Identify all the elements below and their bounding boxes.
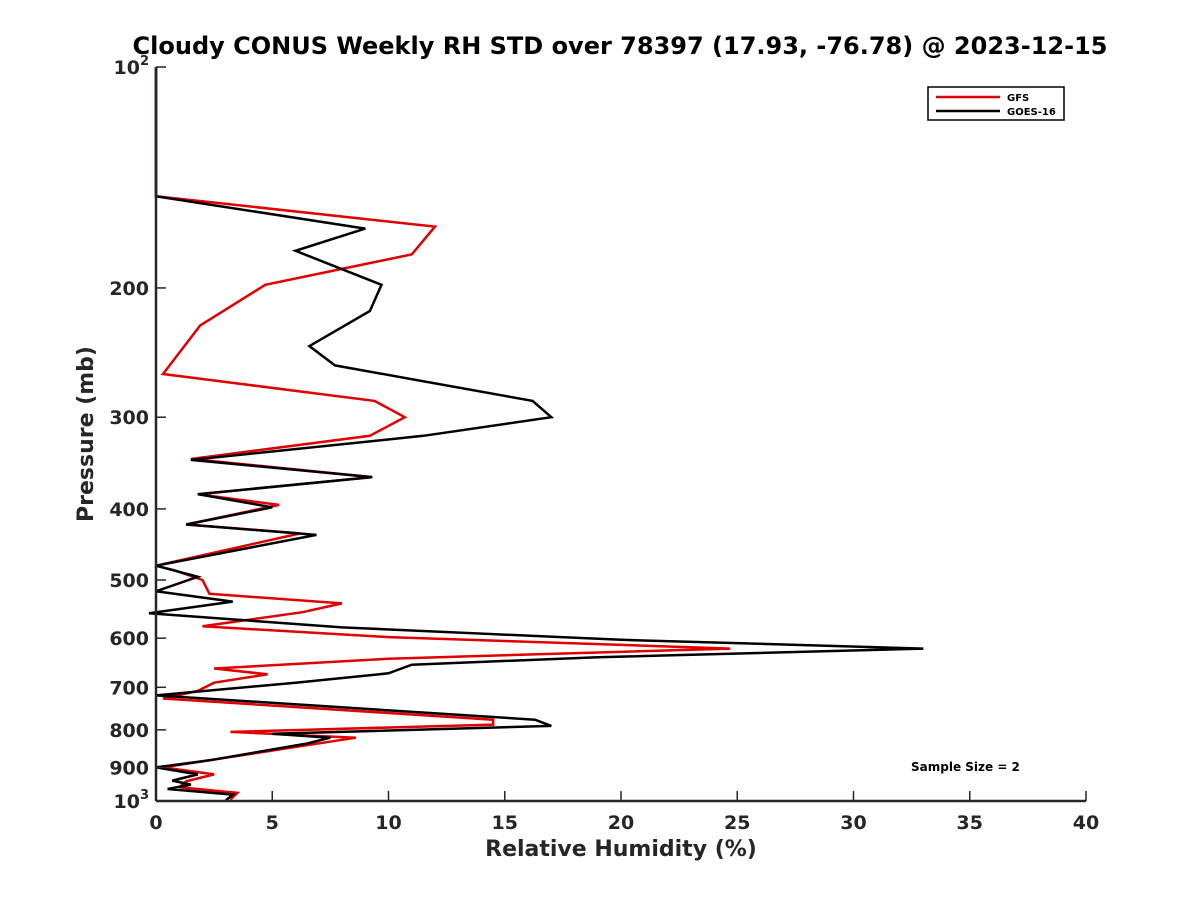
x-tick-label: 20 [608,812,634,834]
y-tick-label: 102 [114,54,150,79]
series-layer [148,67,924,802]
legend-label-gfs: GFS [1007,93,1029,104]
y-tick-label: 400 [109,499,149,521]
x-tick-label: 25 [724,812,750,834]
y-tick-label: 800 [109,720,149,742]
legend-box [927,86,1065,121]
y-tick-label: 900 [109,757,149,779]
x-tick-label: 30 [840,812,866,834]
x-tick-label: 0 [149,812,162,834]
x-tick-label: 40 [1073,812,1099,834]
x-tick-label: 10 [375,812,401,834]
x-axis-label: Relative Humidity (%) [485,837,757,862]
y-axis-label: Pressure (mb) [74,346,99,522]
chart-title: Cloudy CONUS Weekly RH STD over 78397 (1… [133,32,1108,60]
x-tick-label: 15 [492,812,518,834]
x-tick-layer: 0 5 10 15 20 25 30 35 40 [149,791,1099,834]
y-tick-label: 500 [109,570,149,592]
sample-size-annotation: Sample Size = 2 [911,760,1020,774]
y-tick-label: 600 [109,628,149,650]
series-line-goes16 [148,67,924,802]
y-tick-label: 200 [109,278,149,300]
axes-layer [154,67,1086,803]
legend-label-goes16: GOES-16 [1007,107,1056,118]
legend: GFS GOES-16 [927,86,1065,121]
series-line-gfs [154,67,731,801]
x-tick-label: 5 [266,812,279,834]
y-tick-layer: 102 200 300 400 500 600 700 800 900 103 [109,54,166,813]
y-tick-label: 700 [109,677,149,699]
y-tick-label: 103 [114,788,150,813]
y-tick-label: 300 [109,407,149,429]
x-tick-label: 35 [957,812,983,834]
